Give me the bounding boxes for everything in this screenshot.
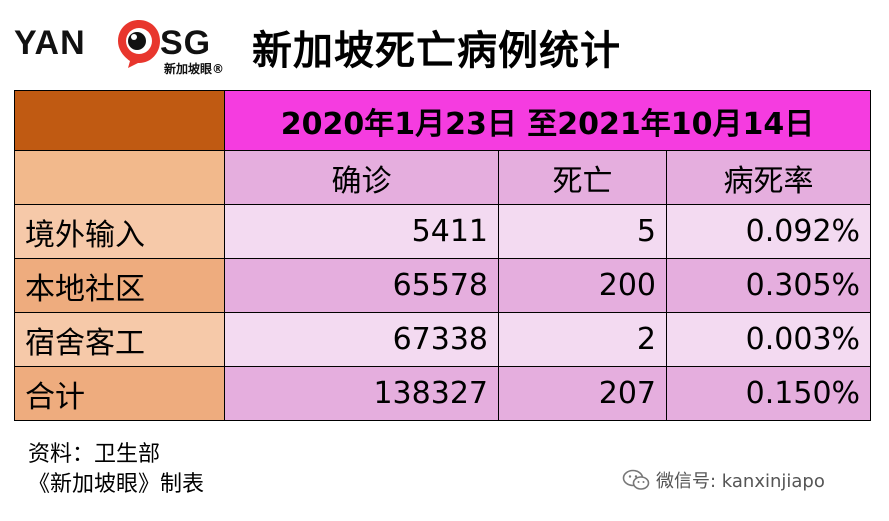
confirmed-cell: 138327 [224, 366, 499, 421]
table-row: 境外输入 5411 5 0.092% [14, 204, 872, 259]
date-range-header: 2020年1月23日 至2021年10月14日 [223, 90, 872, 151]
table-row-total: 合计 138327 207 0.150% [14, 366, 872, 421]
deaths-cell: 207 [498, 366, 667, 421]
death-statistics-table: 2020年1月23日 至2021年10月14日 确诊 死亡 病死率 境外输入 5… [14, 90, 872, 421]
wechat-watermark: 微信号: kanxinjiapo [622, 466, 825, 494]
confirmed-cell: 67338 [224, 312, 499, 367]
column-header-confirmed: 确诊 [224, 150, 499, 205]
logo-right-text: SG [160, 24, 212, 62]
column-header-row: 确诊 死亡 病死率 [14, 150, 872, 205]
yan-sg-logo: YAN SG 新加坡眼® [14, 8, 224, 82]
column-header-empty [14, 150, 225, 205]
deaths-cell: 2 [498, 312, 667, 367]
page-title: 新加坡死亡病例统计 [252, 28, 621, 74]
column-header-deaths: 死亡 [498, 150, 667, 205]
confirmed-cell: 5411 [224, 204, 499, 259]
table-row: 宿舍客工 67338 2 0.003% [14, 312, 872, 367]
wechat-id-text: 微信号: kanxinjiapo [656, 471, 825, 492]
credit-line: 《新加坡眼》制表 [28, 472, 205, 497]
row-label: 合计 [14, 366, 225, 421]
logo-left-text: YAN [14, 24, 86, 62]
wechat-icon [622, 469, 650, 490]
logo-subtitle: 新加坡眼® [164, 62, 225, 76]
fatality-rate-cell: 0.305% [665, 258, 872, 313]
corner-cell [14, 90, 225, 151]
fatality-rate-cell: 0.092% [665, 204, 872, 259]
row-label: 本地社区 [14, 258, 225, 313]
source-note: 资料：卫生部 《新加坡眼》制表 [28, 440, 204, 500]
fatality-rate-cell: 0.150% [665, 366, 872, 421]
column-header-fatality-rate: 病死率 [665, 150, 872, 205]
table-row: 本地社区 65578 200 0.305% [14, 258, 872, 313]
deaths-cell: 5 [498, 204, 667, 259]
fatality-rate-cell: 0.003% [665, 312, 872, 367]
map-pin-eye-icon [118, 20, 160, 68]
confirmed-cell: 65578 [224, 258, 499, 313]
row-label: 境外输入 [14, 204, 225, 259]
source-line: 资料：卫生部 [28, 442, 161, 467]
row-label: 宿舍客工 [14, 312, 225, 367]
table-header-row: 2020年1月23日 至2021年10月14日 [14, 90, 872, 151]
deaths-cell: 200 [498, 258, 667, 313]
